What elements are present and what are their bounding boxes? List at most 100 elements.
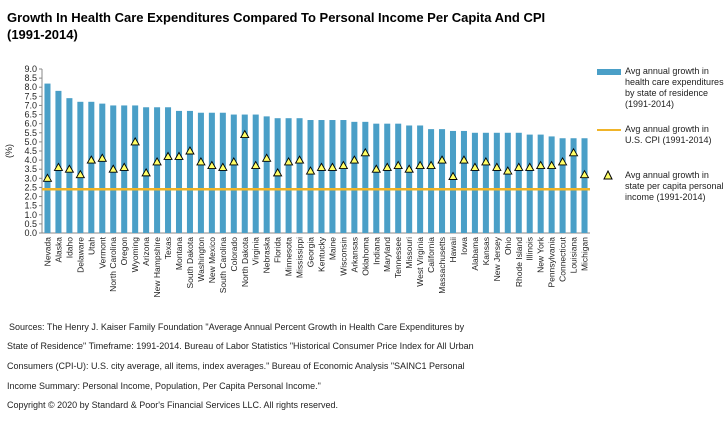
x-tick-label: New York	[536, 236, 546, 273]
income-marker	[239, 129, 250, 139]
x-tick-label: North Carolina	[108, 237, 118, 292]
x-tick-label: Mississippi	[295, 237, 305, 278]
income-marker	[426, 160, 436, 170]
income-marker	[174, 151, 184, 160]
x-tick-label: North Dakota	[240, 237, 250, 287]
x-tick-label: Nebraska	[262, 237, 272, 274]
income-marker	[349, 155, 360, 164]
x-tick-label: California	[426, 237, 436, 273]
y-tick-label: 1.0	[24, 210, 37, 220]
x-tick-label: Pennsylvania	[547, 237, 557, 288]
income-marker	[163, 151, 173, 160]
x-tick-label: Idaho	[64, 237, 74, 259]
income-marker	[371, 164, 382, 173]
bar	[197, 112, 204, 233]
bar	[373, 123, 380, 233]
bar	[175, 110, 183, 233]
y-tick-label: 8.0	[24, 82, 37, 92]
bar-series	[44, 83, 588, 234]
x-tick-label: Arkansas	[349, 237, 359, 272]
bar	[165, 107, 172, 233]
x-tick-label: Michigan	[580, 237, 590, 271]
x-tick-label: New Jersey	[492, 236, 502, 281]
bar	[362, 121, 369, 233]
x-tick-label: Wisconsin	[338, 237, 348, 276]
legend-item-bars: Avg annual growth in health care expendi…	[597, 66, 725, 110]
bar	[329, 120, 336, 233]
legend-label-bars: Avg annual growth in health care expendi…	[625, 66, 724, 109]
y-tick-label: 2.5	[24, 182, 37, 192]
bar	[132, 105, 139, 233]
income-marker	[448, 171, 458, 180]
bar	[559, 138, 566, 233]
x-tick-label: Utah	[86, 237, 96, 255]
bar	[285, 118, 292, 233]
bar	[515, 132, 522, 233]
bar	[428, 129, 435, 233]
x-tick-label: Virginia	[251, 237, 261, 265]
bar	[44, 83, 51, 233]
legend-swatch-line	[597, 129, 621, 131]
bar	[340, 120, 347, 233]
x-tick-label: Texas	[163, 237, 173, 259]
x-tick-label: Colorado	[229, 237, 239, 272]
income-marker	[557, 157, 568, 166]
income-marker	[513, 162, 524, 171]
x-tick-label: Louisiana	[569, 237, 579, 274]
legend-swatch-bars	[597, 69, 621, 75]
x-tick-label: Wyoming	[130, 237, 140, 273]
x-tick-label: Florida	[273, 237, 283, 263]
bar	[417, 125, 424, 233]
y-tick-label: 2.0	[24, 192, 37, 202]
income-marker	[382, 162, 393, 171]
income-marker	[481, 157, 491, 166]
bar	[395, 123, 402, 233]
x-tick-label: Oklahoma	[360, 237, 370, 276]
income-marker	[141, 167, 151, 177]
bar	[318, 120, 325, 233]
bar	[77, 101, 84, 233]
income-marker	[229, 157, 239, 166]
x-tick-label: Alabama	[470, 237, 480, 271]
income-marker	[261, 153, 272, 162]
bar	[570, 138, 577, 233]
income-marker	[185, 146, 195, 155]
x-tick-label: Massachusetts	[437, 237, 447, 294]
income-marker	[546, 160, 557, 170]
bar	[460, 130, 467, 233]
bar	[504, 132, 511, 233]
bar	[252, 114, 259, 233]
bar	[581, 138, 588, 233]
source-line-2: State of Residence" Timeframe: 1991-2014…	[7, 341, 474, 351]
x-tick-label: Ohio	[503, 237, 513, 255]
x-tick-label: Delaware	[75, 237, 85, 273]
bar	[55, 90, 62, 233]
x-tick-label: New Mexico	[207, 237, 217, 284]
income-marker	[207, 160, 217, 170]
bar	[351, 121, 358, 233]
x-tick-label: Montana	[174, 237, 184, 270]
bar	[537, 134, 544, 233]
y-tick-label: 8.5	[24, 73, 37, 83]
income-marker	[218, 162, 228, 171]
income-marker	[393, 160, 403, 170]
income-marker	[97, 153, 108, 162]
income-marker	[503, 166, 513, 175]
income-marker-series	[42, 129, 590, 182]
bar	[471, 132, 478, 233]
income-marker	[119, 162, 129, 171]
income-marker	[327, 162, 338, 171]
income-marker	[272, 167, 283, 177]
income-marker	[360, 147, 371, 157]
bar	[307, 120, 314, 233]
category-labels: Nevada Alaska Idaho Delaware Utah Vermont Nort…	[42, 236, 589, 297]
income-marker	[305, 166, 316, 175]
bar	[230, 114, 237, 233]
legend: Avg annual growth in health care expendi…	[597, 66, 725, 203]
chart-title: Growth In Health Care Expenditures Compa…	[7, 10, 546, 42]
income-marker	[130, 136, 140, 146]
income-marker	[338, 160, 349, 170]
bar	[439, 129, 446, 233]
income-marker	[42, 173, 53, 182]
x-tick-label: Nevada	[42, 237, 52, 267]
